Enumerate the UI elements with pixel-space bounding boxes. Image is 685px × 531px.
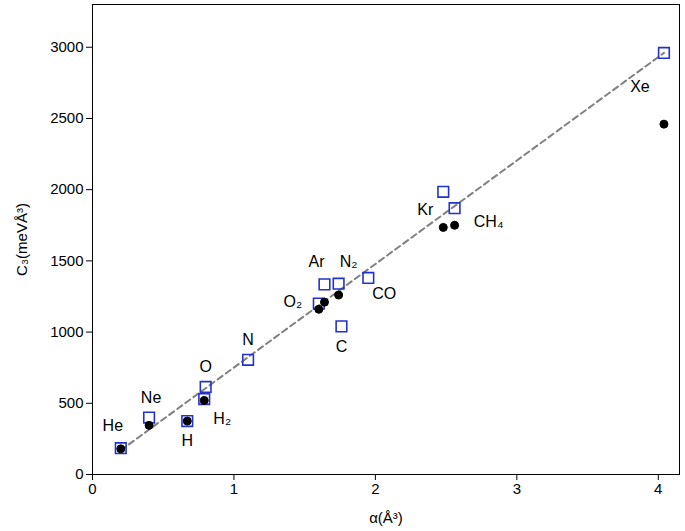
svg-text:3000: 3000	[50, 38, 83, 55]
svg-text:H: H	[181, 432, 193, 449]
svg-text:He: He	[103, 417, 124, 434]
svg-text:0: 0	[88, 480, 96, 497]
svg-text:3: 3	[513, 480, 521, 497]
svg-text:2500: 2500	[50, 109, 83, 126]
svg-text:1500: 1500	[50, 252, 83, 269]
svg-text:N: N	[242, 331, 254, 348]
svg-text:Ar: Ar	[308, 253, 325, 270]
svg-text:Xe: Xe	[630, 78, 650, 95]
svg-text:N₂: N₂	[340, 253, 358, 270]
svg-text:H₂: H₂	[213, 410, 231, 427]
svg-text:Kr: Kr	[417, 201, 434, 218]
svg-text:CH₄: CH₄	[474, 213, 504, 230]
svg-text:O: O	[199, 358, 211, 375]
svg-text:0: 0	[75, 465, 83, 482]
svg-text:1000: 1000	[50, 323, 83, 340]
svg-text:O₂: O₂	[283, 293, 302, 310]
svg-text:CO: CO	[372, 285, 396, 302]
svg-text:α(Å³): α(Å³)	[369, 509, 403, 526]
svg-text:4: 4	[654, 480, 662, 497]
svg-text:500: 500	[58, 394, 83, 411]
svg-text:Ne: Ne	[141, 389, 162, 406]
svg-text:2: 2	[371, 480, 379, 497]
svg-text:C: C	[336, 337, 348, 354]
svg-text:2000: 2000	[50, 180, 83, 197]
svg-text:C₃(meVÅ³): C₃(meVÅ³)	[13, 203, 30, 276]
svg-text:1: 1	[230, 480, 238, 497]
